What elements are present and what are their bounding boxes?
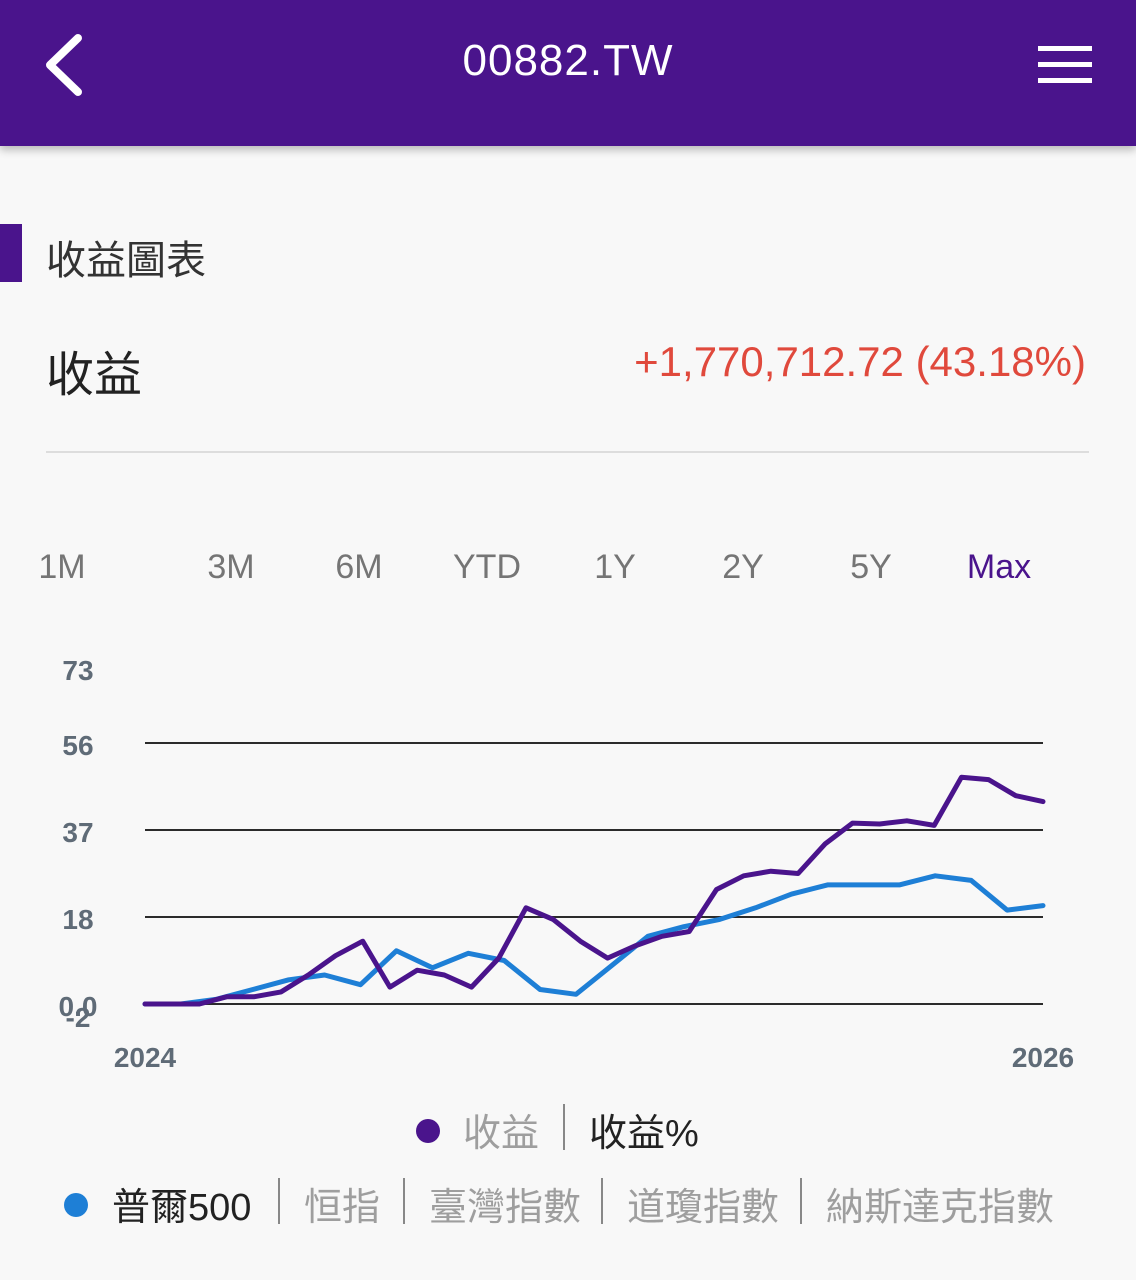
legend-separator <box>278 1178 280 1224</box>
legend-item-profit-percent[interactable]: 收益% <box>589 1113 699 1155</box>
legend-dot-sp500 <box>64 1193 88 1217</box>
section-title: 收益圖表 <box>46 239 206 283</box>
y-tick-label: 37 <box>62 817 93 848</box>
y-tick-label: 18 <box>62 904 93 935</box>
range-selector: 1M 3M 6M YTD 1Y 2Y 5Y Max <box>0 548 1136 594</box>
legend-benchmarks: 普爾500 恒指 臺灣指數 道瓊指數 納斯達克指數 <box>0 1176 1136 1232</box>
profit-value: +1,770,712.72 (43.18%) <box>634 338 1086 385</box>
menu-button[interactable] <box>1030 38 1100 92</box>
legend-item-sp500[interactable]: 普爾500 <box>112 1187 252 1229</box>
y-tick-label: 56 <box>62 730 93 761</box>
range-tab-1m[interactable]: 1M <box>38 548 86 586</box>
divider <box>46 451 1089 453</box>
range-tab-ytd[interactable]: YTD <box>453 548 521 586</box>
series-line-sp500 <box>142 873 1046 1007</box>
legend-separator <box>800 1178 802 1224</box>
series-line-profit <box>142 774 1046 1007</box>
legend-item-hsi[interactable]: 恒指 <box>304 1187 381 1229</box>
y-tick-label: -2 <box>66 1002 91 1033</box>
y-tick-label: 73 <box>62 655 93 686</box>
profit-label: 收益 <box>46 349 143 402</box>
app-header: 00882.TW <box>0 0 1136 146</box>
legend-item-taiwan-index[interactable]: 臺灣指數 <box>429 1187 582 1229</box>
range-tab-3m[interactable]: 3M <box>207 548 255 586</box>
legend-separator <box>563 1104 565 1150</box>
section-accent-bar <box>0 224 22 282</box>
legend-metric: 收益 收益% <box>0 1102 1136 1158</box>
range-tab-2y[interactable]: 2Y <box>722 548 764 586</box>
legend-item-profit[interactable]: 收益 <box>463 1113 540 1155</box>
range-tab-6m[interactable]: 6M <box>335 548 383 586</box>
legend-separator <box>403 1178 405 1224</box>
back-button[interactable] <box>36 30 96 100</box>
hamburger-menu-icon <box>1038 46 1092 83</box>
legend-dot-profit <box>416 1119 440 1143</box>
chevron-left-icon <box>46 34 82 96</box>
y-tick-label: 0.0 <box>59 991 98 1022</box>
range-tab-1y[interactable]: 1Y <box>594 548 636 586</box>
x-tick-label: 2024 <box>114 1042 177 1073</box>
legend-item-nasdaq[interactable]: 納斯達克指數 <box>826 1187 1055 1229</box>
performance-chart: 73 56 37 18 0.0-2 2024 2026 <box>59 655 1075 1073</box>
page-title: 00882.TW <box>462 36 674 85</box>
legend-item-dow-jones[interactable]: 道瓊指數 <box>627 1187 780 1229</box>
x-tick-label: 2026 <box>1012 1042 1074 1073</box>
range-tab-5y[interactable]: 5Y <box>850 548 892 586</box>
legend-separator <box>601 1178 603 1224</box>
range-tab-max[interactable]: Max <box>966 548 1032 586</box>
